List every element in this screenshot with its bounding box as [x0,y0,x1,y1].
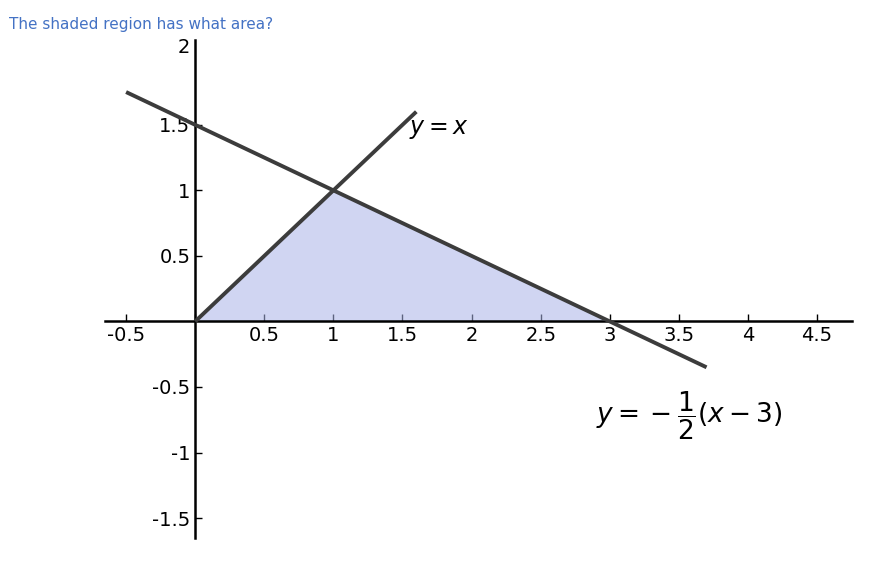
Text: The shaded region has what area?: The shaded region has what area? [9,17,273,32]
Text: 2: 2 [177,38,189,57]
Polygon shape [195,190,610,321]
Text: $y = x$: $y = x$ [409,117,468,140]
Text: $y = -\dfrac{1}{2}(x-3)$: $y = -\dfrac{1}{2}(x-3)$ [595,389,781,442]
